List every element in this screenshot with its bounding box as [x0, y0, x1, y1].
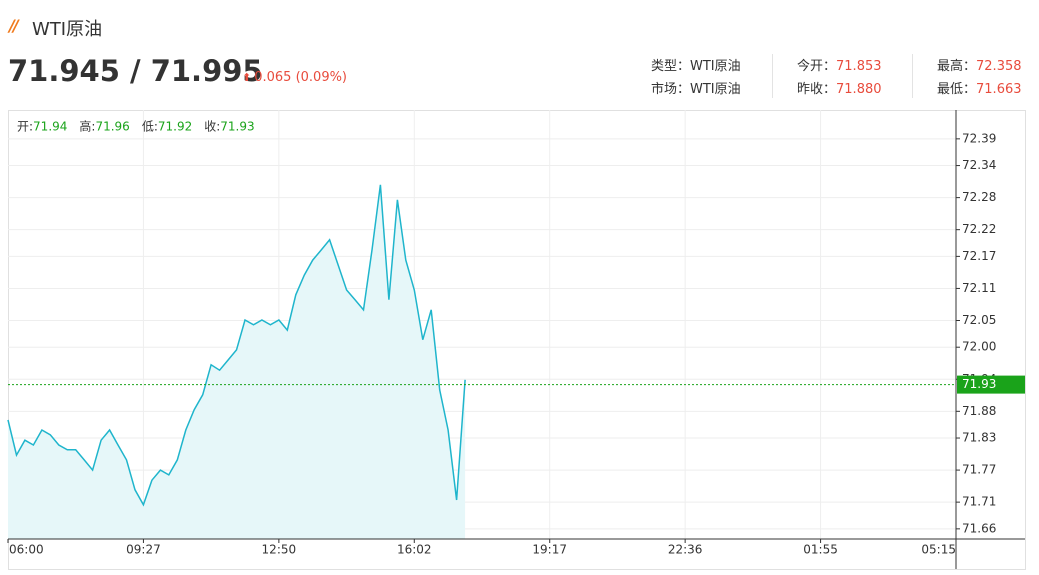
y-tick-label: 72.05: [962, 313, 996, 327]
last-value-label: 71.93: [962, 377, 996, 391]
info-label: 最高：: [937, 59, 977, 74]
ohlc-label: 低:: [142, 120, 158, 134]
x-tick-label: 06:00: [9, 543, 44, 557]
info-value: WTI原油: [690, 59, 741, 74]
y-tick-label: 72.00: [962, 340, 996, 354]
area: [8, 184, 466, 540]
y-tick-label: 71.71: [962, 495, 996, 509]
title: WTI原油: [32, 19, 103, 40]
chart-frame: [8, 110, 1026, 570]
info-label: 市场：: [651, 82, 691, 97]
x-tick-label: 22:36: [668, 543, 703, 557]
ohlc-value: 71.94: [33, 120, 67, 134]
y-tick-label: 72.22: [962, 222, 996, 236]
info-value: 71.853: [836, 59, 882, 74]
info-item: 最高：72.358: [937, 55, 1022, 74]
y-tick-label: 72.11: [962, 281, 996, 295]
y-tick-label: 71.83: [962, 431, 996, 445]
y-tick-label: 71.77: [962, 463, 996, 477]
ohlc-value: 71.93: [220, 120, 254, 134]
info-label: 最低：: [937, 82, 977, 97]
ohlc-label: 开:: [17, 120, 33, 134]
info-label: 今开：: [797, 59, 837, 74]
logo-icon: //: [9, 16, 19, 35]
change: ⬆ 0.065 (0.09%): [242, 70, 348, 85]
x-tick-label: 09:27: [126, 543, 161, 557]
info-item: 最低：71.663: [937, 78, 1022, 97]
info-item: 市场：WTI原油: [651, 78, 741, 97]
y-tick-label: 71.88: [962, 404, 996, 418]
change-value: 0.065 (0.09%): [254, 70, 348, 85]
x-tick-label: 16:02: [397, 543, 432, 557]
info-item: 类型：WTI原油: [651, 55, 741, 74]
price: 71.945 / 71.995: [8, 54, 263, 88]
x-tick-label: 01:55: [803, 543, 838, 557]
y-tick-label: 72.17: [962, 249, 996, 263]
ohlc-label: 收:: [204, 120, 220, 134]
y-tick-label: 72.34: [962, 158, 996, 172]
info-item: 今开：71.853: [797, 55, 882, 74]
info-value: WTI原油: [690, 82, 741, 97]
info-value: 72.358: [976, 59, 1022, 74]
y-tick-label: 71.66: [962, 521, 996, 535]
info-label: 昨收：: [797, 82, 837, 97]
separator: [912, 54, 913, 98]
info-value: 71.663: [976, 82, 1022, 97]
ohlc-value: 71.92: [158, 120, 192, 134]
info-label: 类型：: [651, 59, 691, 74]
last-value-box: [957, 375, 1025, 394]
y-tick-label: 72.39: [962, 131, 996, 145]
ohlc-value: 71.96: [95, 120, 129, 134]
x-tick-label: 12:50: [262, 543, 297, 557]
x-tick-label: 19:17: [532, 543, 567, 557]
y-tick-label: 72.28: [962, 190, 996, 204]
separator: [772, 54, 773, 98]
x-tick-label: 05:15: [921, 543, 956, 557]
ohlc-label: 高:: [79, 119, 95, 134]
info-value: 71.880: [836, 82, 882, 97]
info-item: 昨收：71.880: [797, 78, 882, 97]
price-line: [7, 184, 466, 507]
